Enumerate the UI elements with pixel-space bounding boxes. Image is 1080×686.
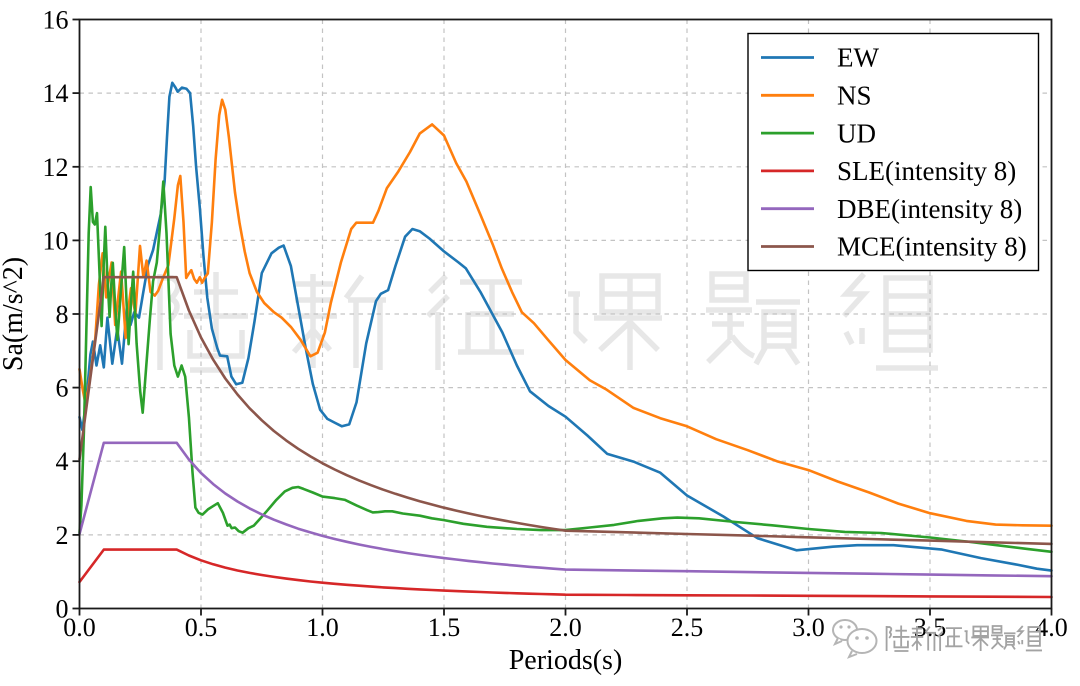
svg-text:14: 14	[43, 79, 69, 108]
svg-text:6: 6	[56, 374, 69, 403]
svg-text:1.5: 1.5	[428, 613, 461, 642]
svg-text:10: 10	[43, 226, 69, 255]
svg-text:2: 2	[56, 521, 69, 550]
svg-text:12: 12	[43, 153, 69, 182]
svg-text:Sa(m/s^2): Sa(m/s^2)	[0, 257, 29, 371]
svg-text:16: 16	[43, 6, 69, 35]
svg-text:1.0: 1.0	[306, 613, 339, 642]
svg-text:2.0: 2.0	[549, 613, 582, 642]
svg-text:NS: NS	[837, 81, 872, 111]
svg-text:4: 4	[56, 447, 69, 476]
svg-text:UD: UD	[837, 118, 876, 148]
svg-text:Periods(s): Periods(s)	[509, 645, 623, 676]
svg-text:DBE(intensity 8): DBE(intensity 8)	[837, 194, 1022, 224]
svg-text:MCE(intensity 8): MCE(intensity 8)	[837, 232, 1027, 262]
svg-text:0.0: 0.0	[63, 613, 96, 642]
svg-text:2.5: 2.5	[671, 613, 704, 642]
svg-text:8: 8	[56, 300, 69, 329]
svg-text:EW: EW	[837, 43, 879, 73]
svg-text:0: 0	[56, 595, 69, 624]
svg-text:SLE(intensity 8): SLE(intensity 8)	[837, 156, 1016, 186]
svg-text:3.0: 3.0	[792, 613, 825, 642]
svg-text:0.5: 0.5	[185, 613, 218, 642]
